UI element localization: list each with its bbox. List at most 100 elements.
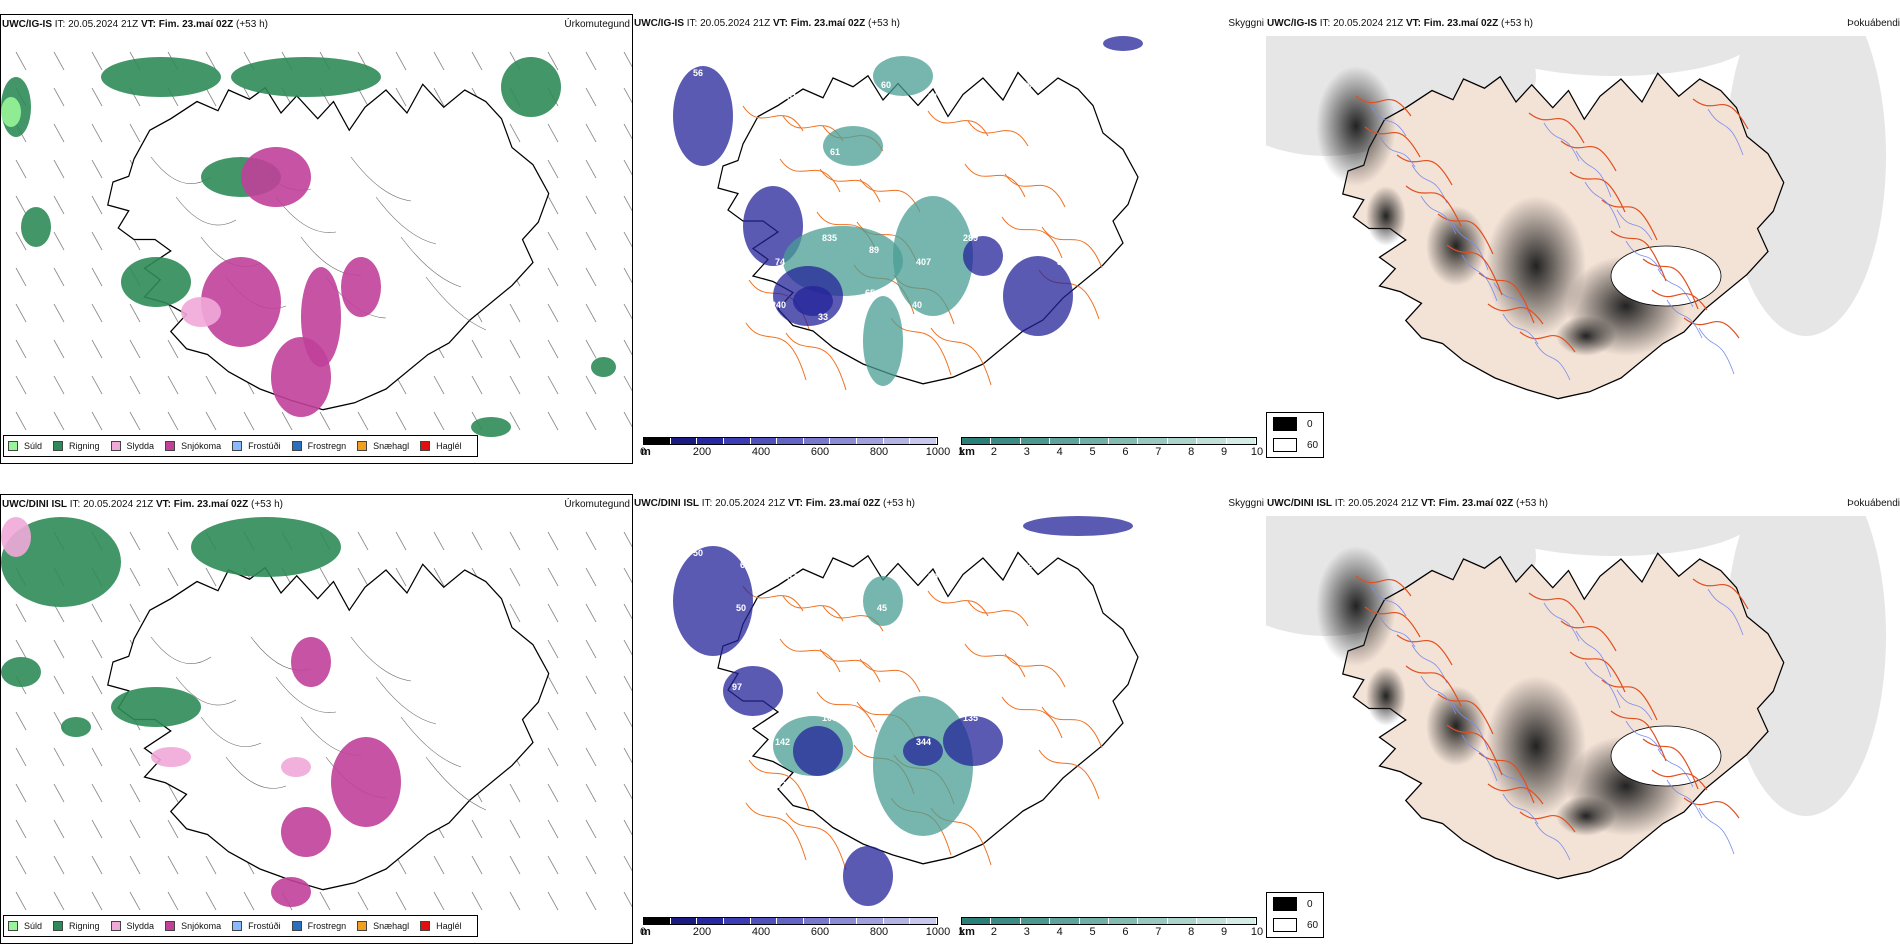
visibility-area	[823, 126, 883, 166]
wind-barb	[91, 159, 103, 179]
wind-barb	[547, 339, 559, 359]
model-name: UWC/DINI ISL	[2, 499, 67, 510]
wind-barb	[15, 51, 27, 71]
road	[859, 658, 921, 693]
wind-barb	[319, 411, 331, 431]
wind-barb	[623, 639, 632, 656]
visibility-value-label: 112	[1061, 658, 1076, 668]
legend-item: Súld	[8, 441, 42, 451]
wind-barb	[395, 531, 407, 551]
colorbar-bin	[670, 438, 698, 444]
road	[1601, 199, 1658, 241]
wind-barb	[509, 375, 521, 395]
wind-barb	[547, 819, 559, 839]
precip-type-legend: Súld Rigning Slydda Snjókoma Frostúði Frostre…	[3, 435, 478, 457]
visibility-value-label: 71	[1018, 123, 1028, 133]
road	[1437, 213, 1494, 255]
river	[1420, 195, 1457, 235]
wind-barb	[585, 375, 597, 395]
fog-area	[1556, 316, 1616, 356]
visibility-area	[873, 56, 933, 96]
panel-header: UWC/DINI ISL IT: 20.05.2024 21Z VT: Fim.…	[634, 498, 915, 509]
fog-legend-label: 0	[1307, 418, 1313, 430]
road	[1004, 653, 1066, 688]
wind-barb	[623, 339, 632, 356]
wind-barb	[15, 783, 27, 803]
wind-barb	[509, 411, 521, 431]
legend-label: Súld	[24, 921, 43, 931]
wind-barb	[53, 411, 65, 431]
road	[927, 110, 989, 137]
wind-barb	[509, 567, 521, 587]
visibility-value-label: 89	[869, 245, 879, 255]
wind-barb	[129, 123, 141, 143]
wind-barb	[15, 891, 27, 911]
glacier	[1610, 245, 1722, 307]
wind-barb	[53, 855, 65, 875]
it-label: IT:	[1319, 18, 1331, 29]
wind-barb	[547, 531, 559, 551]
colorbar-tick: 2	[990, 446, 997, 458]
wind-barb	[129, 567, 141, 587]
wind-barb	[585, 675, 597, 695]
wind-barb	[623, 567, 632, 584]
wind-barb	[471, 891, 483, 911]
fog-legend-item: 60	[1273, 438, 1318, 452]
colorbar-bin	[803, 438, 831, 444]
wind-barb	[547, 675, 559, 695]
precip-area	[1, 517, 31, 557]
precip-area	[111, 687, 201, 727]
visibility-value-label: 50	[736, 603, 746, 613]
precip-area	[1, 97, 21, 127]
fog-area	[1476, 516, 1756, 556]
river	[1411, 644, 1448, 684]
legend-label: Snjókoma	[181, 921, 222, 931]
precip-area	[191, 517, 341, 577]
colorbar-tick: 600	[810, 446, 830, 458]
visibility-area	[743, 186, 803, 266]
precip-area	[121, 257, 191, 307]
colorbar-bin	[1020, 438, 1051, 444]
colorbar-bin	[1050, 438, 1080, 444]
wind-barb	[433, 855, 445, 875]
visibility-value-label: 70	[728, 245, 738, 255]
road	[1041, 226, 1103, 269]
road	[1560, 140, 1617, 172]
fog-legend-item: 0	[1273, 897, 1313, 911]
road	[748, 759, 810, 810]
colorbar-bin	[644, 438, 671, 444]
model-name: UWC/DINI ISL	[1267, 498, 1332, 509]
wind-barb	[167, 339, 179, 359]
legend-swatch	[165, 441, 176, 451]
colorbar-tick: 8	[1188, 446, 1195, 458]
road	[350, 156, 412, 202]
colorbar-tick: 4	[1056, 926, 1063, 938]
visibility-area	[863, 576, 903, 626]
valid-time: Fim. 23.maí 02Z	[173, 499, 249, 510]
wind-barb	[509, 123, 521, 143]
wind-barb	[623, 195, 632, 212]
road	[1038, 749, 1100, 800]
fog-area	[1366, 186, 1406, 246]
visibility-value-label: 56	[693, 68, 703, 78]
visibility-value-label: 61	[830, 147, 840, 157]
precip-area	[21, 207, 51, 247]
visibility-value-label: 65	[1065, 135, 1075, 145]
road	[1519, 811, 1576, 833]
wind-barb	[547, 891, 559, 911]
panel-title: Skyggni	[1228, 498, 1264, 509]
wind-barb	[205, 567, 217, 587]
colorbar-bin	[991, 438, 1021, 444]
visibility-area	[1023, 516, 1133, 536]
visibility-value-label: 13	[1010, 245, 1020, 255]
legend-item: Snæhagl	[357, 921, 409, 931]
legend-label: Slydda	[126, 441, 155, 451]
colorbar: 1 2 3 4 5 6 7 8 9 10 km	[958, 917, 1263, 939]
wind-barb	[585, 603, 597, 623]
river	[1502, 313, 1539, 345]
wind-barb	[129, 303, 141, 323]
wind-barb	[167, 411, 179, 431]
wind-barb	[129, 603, 141, 623]
road	[150, 636, 212, 664]
road	[425, 276, 487, 331]
